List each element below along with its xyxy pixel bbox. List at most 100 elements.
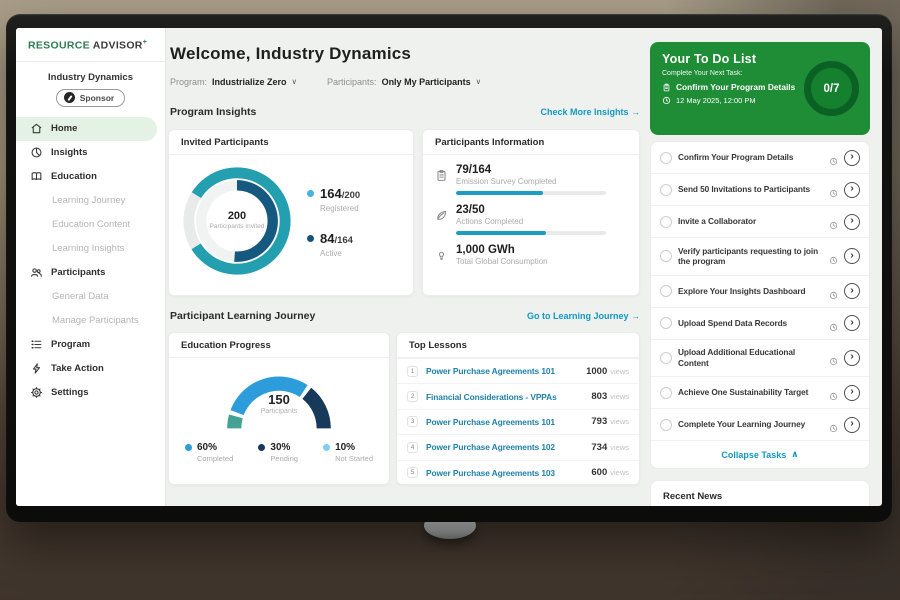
sidebar-item-learning-journey[interactable]: Learning Journey bbox=[52, 195, 126, 206]
task-checkbox[interactable] bbox=[660, 386, 672, 399]
sidebar-item-learning-insights[interactable]: Learning Insights bbox=[52, 243, 125, 254]
task-checkbox[interactable] bbox=[660, 151, 672, 164]
due-clock-icon bbox=[829, 217, 838, 226]
lesson-link[interactable]: Power Purchase Agreements 101 bbox=[426, 416, 555, 427]
not-started-bullet-icon bbox=[323, 444, 331, 451]
due-clock-icon bbox=[829, 420, 838, 429]
lesson-link[interactable]: Power Purchase Agreements 101 bbox=[426, 366, 555, 377]
due-clock-icon bbox=[829, 319, 838, 328]
take-action-icon bbox=[30, 362, 43, 375]
task-row-complete-learning-journey[interactable]: Complete Your Learning Journey › bbox=[651, 409, 869, 442]
todo-summary-card: Your To Do List Complete Your Next Task:… bbox=[650, 42, 870, 135]
legend-active: 84/164 Active bbox=[307, 230, 360, 258]
due-clock-icon bbox=[829, 388, 838, 397]
legend-registered: 164/200 Registered bbox=[307, 185, 360, 213]
task-row-send-invitations[interactable]: Send 50 Invitations to Participants › bbox=[651, 174, 869, 206]
registered-bullet-icon bbox=[307, 190, 314, 197]
check-more-insights-link[interactable]: Check More Insights → bbox=[540, 107, 640, 117]
sidebar-item-program[interactable]: Program bbox=[16, 333, 165, 357]
actions-completed-stat: 23/50 Actions Completed bbox=[435, 204, 627, 235]
rank-badge: 5 bbox=[407, 467, 418, 479]
gauge-legend: 60% Completed 30% Pending 10% Not Starte… bbox=[169, 436, 389, 463]
sidebar-item-education-content[interactable]: Education Content bbox=[52, 219, 131, 230]
task-row-verify-participants[interactable]: Verify participants requesting to join t… bbox=[651, 238, 869, 276]
leaf-icon bbox=[435, 209, 448, 222]
sidebar-nav: Home Insights Education Learning Journey… bbox=[16, 116, 165, 405]
task-row-explore-insights[interactable]: Explore Your Insights Dashboard › bbox=[651, 276, 869, 308]
open-task-button[interactable]: › bbox=[844, 149, 860, 166]
open-task-button[interactable]: › bbox=[844, 384, 860, 401]
legend-pending: 30% Pending bbox=[258, 442, 298, 463]
task-row-upload-educational-content[interactable]: Upload Additional Educational Content › bbox=[651, 340, 869, 378]
open-task-button[interactable]: › bbox=[844, 349, 860, 366]
progress-bar bbox=[456, 231, 606, 235]
sidebar-item-general-data[interactable]: General Data bbox=[52, 291, 109, 302]
open-task-button[interactable]: › bbox=[844, 248, 860, 265]
sidebar-item-take-action[interactable]: Take Action bbox=[16, 357, 165, 381]
recent-news-card: Recent News bbox=[650, 480, 870, 506]
task-checkbox[interactable] bbox=[660, 418, 672, 431]
go-to-learning-journey-link[interactable]: Go to Learning Journey → bbox=[526, 311, 640, 321]
education-book-icon bbox=[30, 170, 43, 183]
sidebar-item-home[interactable]: Home bbox=[16, 116, 157, 141]
participants-icon bbox=[30, 266, 43, 279]
dashboard-screen: RESOURCE ADVISOR+ Industry Dynamics Spon… bbox=[16, 28, 882, 506]
task-checkbox[interactable] bbox=[660, 183, 672, 196]
collapse-tasks-link[interactable]: Collapse Tasks ∧ bbox=[721, 449, 799, 460]
rank-badge: 4 bbox=[407, 441, 418, 453]
sidebar-item-manage-participants[interactable]: Manage Participants bbox=[52, 315, 139, 326]
sidebar-item-settings[interactable]: Settings bbox=[16, 381, 165, 405]
program-list-icon bbox=[30, 338, 43, 351]
donut-legend: 164/200 Registered 84/164 Active bbox=[307, 185, 360, 258]
due-clock-icon bbox=[829, 185, 838, 194]
open-task-button[interactable]: › bbox=[844, 181, 860, 198]
rank-badge: 2 bbox=[407, 391, 418, 403]
task-checkbox[interactable] bbox=[660, 215, 672, 228]
emission-survey-stat: 79/164 Emission Survey Completed bbox=[435, 164, 627, 195]
task-checkbox[interactable] bbox=[660, 351, 672, 364]
open-task-button[interactable]: › bbox=[844, 213, 860, 230]
monitor-bezel: RESOURCE ADVISOR+ Industry Dynamics Spon… bbox=[6, 14, 892, 522]
clipboard-icon bbox=[662, 83, 671, 92]
sidebar-item-insights[interactable]: Insights bbox=[16, 141, 165, 165]
task-row-upload-spend-data[interactable]: Upload Spend Data Records › bbox=[651, 308, 869, 340]
task-checkbox[interactable] bbox=[660, 250, 672, 263]
participants-filter[interactable]: Participants: Only My Participants ∨ bbox=[327, 76, 482, 88]
todo-progress-ring: 0/7 bbox=[804, 61, 859, 116]
todo-task-list: Confirm Your Program Details › Send 50 I… bbox=[650, 141, 870, 470]
lesson-row: 2 Financial Considerations - VPPAs 803 v… bbox=[397, 383, 639, 408]
open-task-button[interactable]: › bbox=[844, 315, 860, 332]
active-bullet-icon bbox=[307, 235, 314, 242]
arrow-right-icon: → bbox=[631, 311, 640, 321]
chevron-down-icon: ∨ bbox=[475, 76, 482, 86]
learning-journey-header: Participant Learning Journey Go to Learn… bbox=[170, 310, 640, 322]
gear-icon bbox=[30, 386, 43, 399]
survey-clipboard-icon bbox=[435, 169, 448, 182]
lesson-link[interactable]: Financial Considerations - VPPAs bbox=[426, 391, 557, 402]
rank-badge: 3 bbox=[407, 416, 418, 428]
sponsor-badge[interactable]: Sponsor bbox=[55, 88, 126, 107]
collapse-caret-icon: ∧ bbox=[791, 449, 799, 460]
insights-icon bbox=[30, 146, 43, 159]
sidebar: RESOURCE ADVISOR+ Industry Dynamics Spon… bbox=[16, 28, 166, 506]
due-clock-icon bbox=[829, 353, 838, 362]
lesson-link[interactable]: Power Purchase Agreements 103 bbox=[426, 467, 555, 478]
task-row-confirm-program[interactable]: Confirm Your Program Details › bbox=[651, 142, 869, 174]
chevron-down-icon: ∨ bbox=[291, 76, 298, 86]
invited-participants-card: Invited Participants 200 Participants In… bbox=[168, 129, 414, 296]
lesson-row: 4 Power Purchase Agreements 102 734 view… bbox=[397, 434, 639, 459]
sidebar-item-participants[interactable]: Participants bbox=[16, 261, 165, 285]
legend-completed: 60% Completed bbox=[185, 442, 233, 463]
app-logo: RESOURCE ADVISOR+ bbox=[16, 28, 165, 62]
task-row-invite-collaborator[interactable]: Invite a Collaborator › bbox=[651, 206, 869, 238]
lesson-link[interactable]: Power Purchase Agreements 102 bbox=[426, 442, 555, 453]
open-task-button[interactable]: › bbox=[844, 283, 860, 300]
lesson-row: 1 Power Purchase Agreements 101 1000 vie… bbox=[397, 358, 639, 383]
task-checkbox[interactable] bbox=[660, 317, 672, 330]
program-filter[interactable]: Program: Industrialize Zero ∨ bbox=[170, 76, 298, 88]
open-task-button[interactable]: › bbox=[844, 416, 860, 433]
sidebar-item-education[interactable]: Education bbox=[16, 165, 165, 189]
task-checkbox[interactable] bbox=[660, 285, 672, 298]
consumption-stat: 1,000 GWh Total Global Consumption bbox=[435, 244, 627, 271]
task-row-achieve-sustainability-target[interactable]: Achieve One Sustainability Target › bbox=[651, 377, 869, 410]
